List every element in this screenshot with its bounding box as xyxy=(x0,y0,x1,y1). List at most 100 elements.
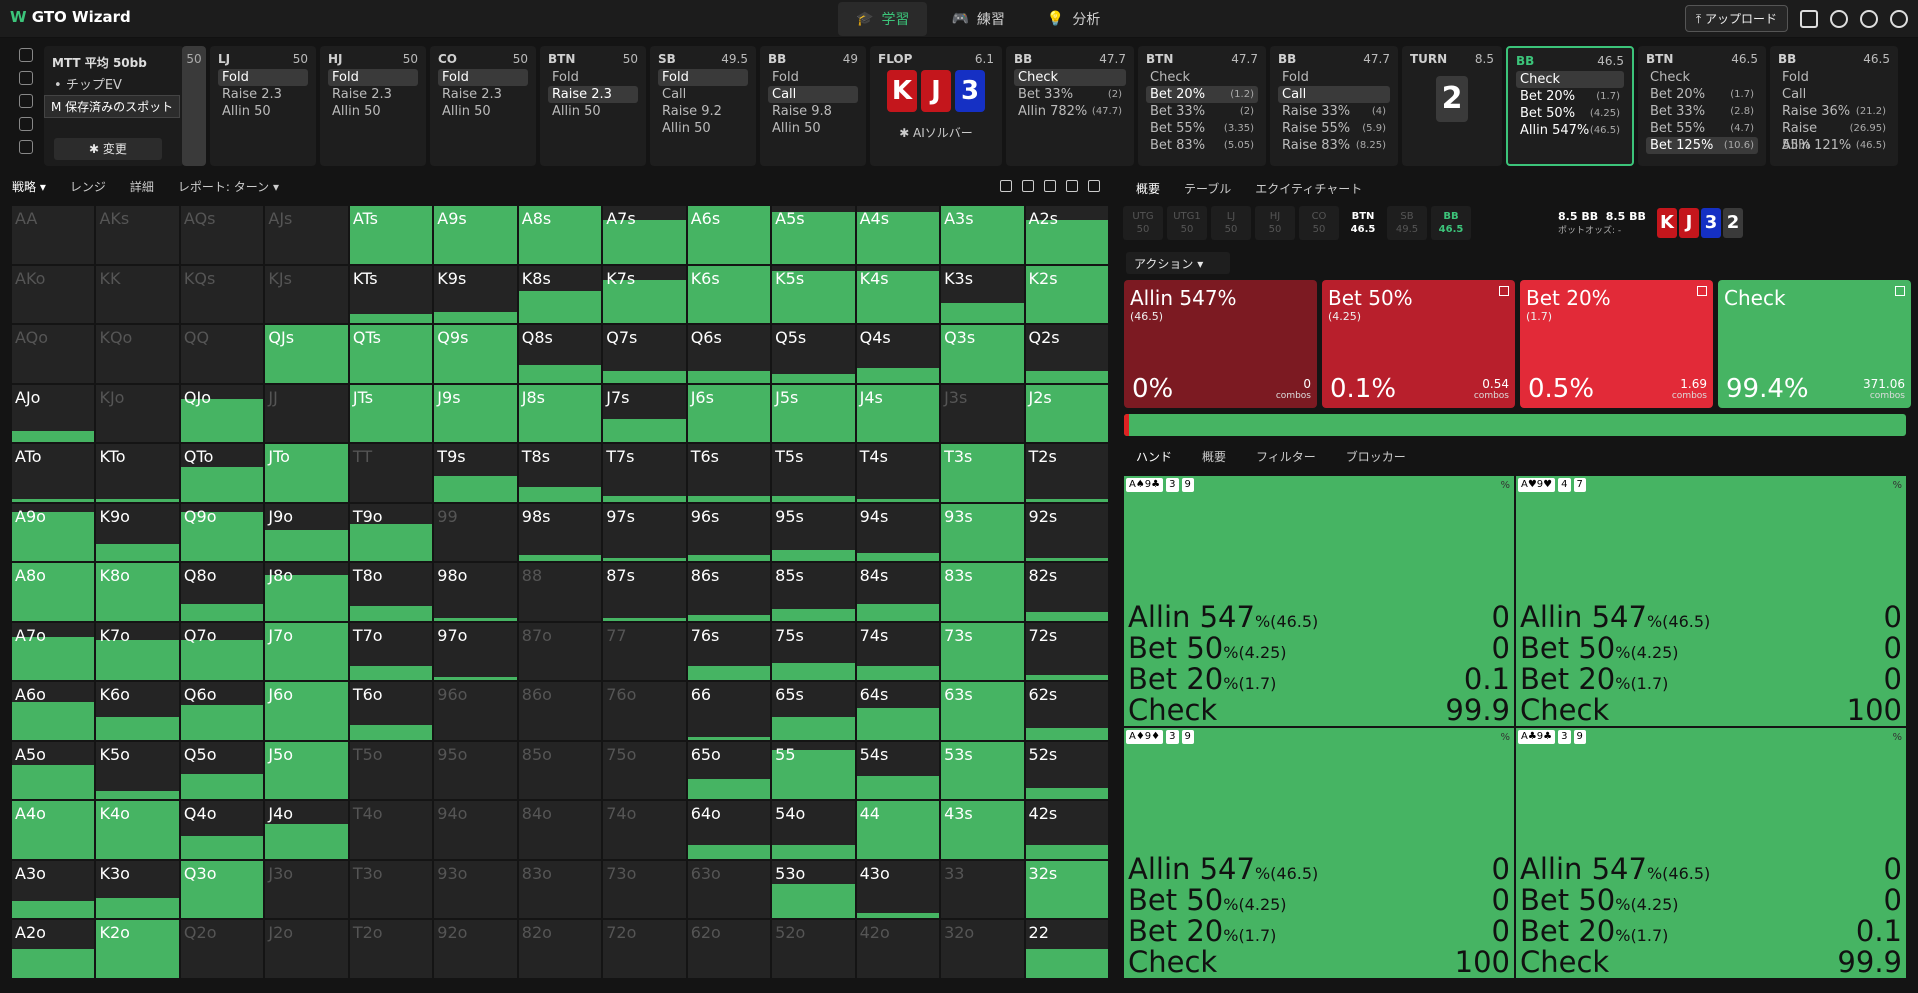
nav-tab-1[interactable]: 🎮 練習 xyxy=(933,2,1022,36)
hand-cell[interactable]: A7s xyxy=(603,206,686,264)
hand-cell[interactable]: J2o xyxy=(265,920,348,978)
seat-bb[interactable]: BB 46.5 xyxy=(1431,206,1471,240)
hand-cell[interactable]: 63o xyxy=(687,860,771,919)
action-option[interactable]: Fold xyxy=(1278,69,1390,86)
view-contrast-icon[interactable] xyxy=(1022,180,1034,192)
hand-tab-1[interactable]: 概要 xyxy=(1202,450,1227,464)
hand-cell[interactable]: J3o xyxy=(265,860,348,919)
action-card[interactable]: Allin 547% (46.5) 0% 0 combos xyxy=(1124,280,1317,408)
hand-cell[interactable]: JTs xyxy=(349,384,433,443)
hand-cell[interactable]: 42s xyxy=(1025,801,1108,859)
street-card-bb[interactable]: BB 46.5 Check Bet 20% (1.7) Bet 50% (4.25) Alli… xyxy=(1506,46,1634,166)
action-option[interactable]: Raise 2.3 xyxy=(438,86,528,103)
street-card-btn[interactable]: BTN 46.5 Check Bet 20% (1.7) Bet 33% (2.8) Bet … xyxy=(1638,46,1766,166)
hand-cell[interactable]: T4s xyxy=(856,444,940,502)
hand-cell[interactable]: 72o xyxy=(603,920,686,978)
hand-cell[interactable]: K4o xyxy=(96,801,179,859)
action-option[interactable]: Fold xyxy=(328,69,418,86)
hand-cell[interactable]: 85o xyxy=(518,741,602,800)
hand-cell[interactable]: 73s xyxy=(941,622,1024,681)
hand-cell[interactable]: Q3s xyxy=(941,325,1024,383)
hand-cell[interactable]: JTo xyxy=(265,444,348,502)
hand-cell[interactable]: QQ xyxy=(180,325,264,383)
hand-cell[interactable]: J5s xyxy=(772,384,855,443)
hand-cell[interactable]: J2s xyxy=(1025,384,1108,443)
hand-cell[interactable]: 52o xyxy=(772,920,855,978)
action-option[interactable]: Fold xyxy=(658,69,748,86)
hand-cell[interactable]: J9s xyxy=(434,384,517,443)
hand-cell[interactable]: 92s xyxy=(1025,503,1108,562)
street-card-bb[interactable]: BB 47.7 Fold Call Raise 33% (4) Raise 55% (5.9)… xyxy=(1270,46,1398,166)
hand-cell[interactable]: Q7o xyxy=(180,622,264,681)
action-option[interactable]: Allin 50 xyxy=(548,103,638,120)
hand-cell[interactable]: Q9o xyxy=(180,503,264,562)
hand-cell[interactable]: 93s xyxy=(941,503,1024,562)
hand-cell[interactable]: T6s xyxy=(687,444,771,502)
hand-cell[interactable]: T8s xyxy=(518,444,602,502)
action-option[interactable]: Call xyxy=(768,86,858,103)
hand-cell[interactable]: T7s xyxy=(603,444,686,502)
seat-hj[interactable]: HJ 50 xyxy=(1255,206,1295,240)
hand-cell[interactable]: T3o xyxy=(349,860,433,919)
hand-cell[interactable]: A8o xyxy=(12,563,95,621)
hand-cell[interactable]: QTo xyxy=(180,444,264,502)
hand-cell[interactable]: 82s xyxy=(1025,563,1108,621)
hand-cell[interactable]: TT xyxy=(349,444,433,502)
hand-cell[interactable]: 62s xyxy=(1025,682,1108,740)
hand-cell[interactable]: 75s xyxy=(772,622,855,681)
hand-cell[interactable]: Q8o xyxy=(180,563,264,621)
hand-cell[interactable]: 77 xyxy=(603,622,686,681)
hand-cell[interactable]: 55 xyxy=(772,741,855,800)
street-card-sb[interactable]: SB 49.5 Fold Call Raise 9.2 Allin 50 xyxy=(650,46,756,166)
hand-cell[interactable]: J6s xyxy=(687,384,771,443)
view-cube-icon[interactable] xyxy=(1000,180,1012,192)
nav-tab-2[interactable]: 💡 分析 xyxy=(1029,2,1118,36)
action-option[interactable]: Raise 2.3 xyxy=(328,86,418,103)
copy-icon[interactable] xyxy=(1499,286,1509,296)
hand-cell[interactable]: T2s xyxy=(1025,444,1108,502)
action-option[interactable]: Allin 50 xyxy=(768,120,858,137)
action-card[interactable]: Bet 50% (4.25) 0.1% 0.54 combos xyxy=(1322,280,1515,408)
hand-cell[interactable]: KJo xyxy=(96,384,179,443)
view-square-icon[interactable] xyxy=(1088,180,1100,192)
ai-solver-button[interactable]: ✱ AIソルバー xyxy=(899,126,973,140)
hand-cell[interactable]: J4s xyxy=(856,384,940,443)
hand-cell[interactable]: K5s xyxy=(772,265,855,324)
hand-cell[interactable]: 74s xyxy=(856,622,940,681)
street-card-bb[interactable]: BB 46.5 Fold Call Raise 36% (21.2) Raise 55% (2… xyxy=(1770,46,1898,166)
hand-cell[interactable]: A9s xyxy=(434,206,517,264)
copy-icon[interactable] xyxy=(1697,286,1707,296)
hand-cell[interactable]: Q4o xyxy=(180,801,264,859)
hand-cell[interactable]: A9o xyxy=(12,503,95,562)
hand-cell[interactable]: 64s xyxy=(856,682,940,740)
hand-cell[interactable]: Q2o xyxy=(180,920,264,978)
hand-cell[interactable]: 54s xyxy=(856,741,940,800)
hand-cell[interactable]: 32o xyxy=(941,920,1024,978)
view-grid-icon[interactable] xyxy=(1066,180,1078,192)
hand-cell[interactable]: A5s xyxy=(772,206,855,264)
hand-cell[interactable]: 33 xyxy=(941,860,1024,919)
hand-cell[interactable]: 86o xyxy=(518,682,602,740)
nav-tab-0[interactable]: 🎓 学習 xyxy=(838,2,928,36)
hand-cell[interactable]: 94o xyxy=(434,801,517,859)
action-option[interactable]: Raise 36% (21.2) xyxy=(1778,103,1890,120)
screenshot-icon[interactable] xyxy=(1800,9,1818,28)
hand-cell[interactable]: Q4s xyxy=(856,325,940,383)
action-option[interactable]: Allin 50 xyxy=(328,103,418,120)
save-icon[interactable] xyxy=(19,94,33,108)
hand-cell[interactable]: 95s xyxy=(772,503,855,562)
hand-cell[interactable]: J4o xyxy=(265,801,348,859)
hand-cell[interactable]: 86s xyxy=(687,563,771,621)
hand-cell[interactable]: 97o xyxy=(434,622,517,681)
action-option[interactable]: Allin 782% (47.7) xyxy=(1014,103,1126,120)
street-card-co[interactable]: CO 50 Fold Raise 2.3 Allin 50 xyxy=(430,46,536,166)
hand-cell[interactable]: T4o xyxy=(349,801,433,859)
right-tab-2[interactable]: エクイティチャート xyxy=(1255,182,1363,196)
action-option[interactable]: Bet 33% (2.8) xyxy=(1646,103,1758,120)
action-option[interactable]: Call xyxy=(658,86,748,103)
upload-button[interactable]: ⤒ アップロード xyxy=(1684,5,1788,32)
action-option[interactable]: Bet 83% (5.05) xyxy=(1146,137,1258,154)
help-icon[interactable] xyxy=(1830,9,1848,28)
hand-cell[interactable]: 53s xyxy=(941,741,1024,800)
hand-cell[interactable]: Q6s xyxy=(687,325,771,383)
